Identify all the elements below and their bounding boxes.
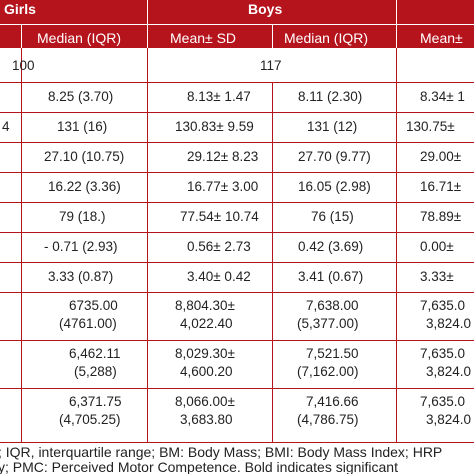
boys-mean-header: Mean± SD: [170, 30, 237, 46]
boys-mean-cell: 3,683.80: [180, 412, 233, 427]
table-footnote: ; IQR, interquartile range; BM: Body Mas…: [0, 444, 443, 460]
boys-mean-cell: 8,804.30±: [175, 298, 235, 313]
boys-mean-cell: 8,066.00±: [175, 394, 235, 409]
partial-cell: 7,635.0: [420, 298, 466, 313]
header-divider: [147, 0, 148, 48]
boys-median-cell: 27.70 (9.77): [298, 149, 371, 164]
row-divider: [0, 232, 474, 233]
table-footnote: y; PMC: Perceived Motor Competence. Bold…: [0, 459, 398, 474]
boys-median-cell: (5,377.00): [297, 316, 359, 331]
partial-cell: 3.33±: [420, 269, 454, 284]
header-divider: [396, 0, 397, 48]
boys-median-cell: 7,638.00: [306, 298, 359, 313]
partial-cell: 29.00±: [420, 149, 462, 164]
girls-median-cell: 27.10 (10.75): [44, 149, 125, 164]
row-divider: [0, 292, 474, 293]
row-divider: [0, 142, 474, 143]
row-divider: [0, 82, 474, 83]
boys-median-cell: (4,786.75): [297, 412, 359, 427]
boys-mean-cell: 0.56± 2.73: [187, 239, 251, 254]
boys-mean-cell: 77.54± 10.74: [180, 209, 259, 224]
row-label-fragment: 4: [2, 119, 10, 134]
girls-median-cell: 8.25 (3.70): [48, 89, 114, 104]
girls-median-cell: (4,705.25): [59, 412, 121, 427]
partial-mean-header: Mean±: [420, 30, 463, 46]
boys-median-cell: 0.42 (3.69): [298, 239, 364, 254]
header-divider: [21, 24, 22, 48]
boys-median-cell: 7,416.66: [306, 394, 359, 409]
partial-cell: 7,635.0: [420, 394, 466, 409]
girls-median-cell: 6,371.75: [69, 394, 122, 409]
boys-median-cell: 7,521.50: [306, 346, 359, 361]
row-divider: [0, 202, 474, 203]
girls-median-cell: (5,288): [74, 364, 117, 379]
partial-cell: 7,635.0: [420, 346, 466, 361]
girls-count: 100: [12, 58, 35, 73]
boys-median-cell: 131 (12): [307, 119, 358, 134]
girls-median-cell: 16.22 (3.36): [48, 179, 121, 194]
girls-median-cell: 3.33 (0.87): [48, 269, 114, 284]
boys-group-label: Boys: [248, 1, 283, 17]
column-divider: [396, 48, 397, 442]
boys-mean-cell: 4,600.20: [180, 364, 233, 379]
boys-mean-cell: 8.13± 1.47: [187, 89, 251, 104]
partial-cell: 3,824.0: [426, 364, 472, 379]
boys-mean-cell: 16.77± 3.00: [187, 179, 259, 194]
partial-cell: 130.75±: [406, 119, 455, 134]
row-divider: [0, 262, 474, 263]
boys-median-cell: (7,162.00): [297, 364, 359, 379]
boys-median-cell: 76 (15): [311, 209, 354, 224]
girls-median-cell: 6,462.11: [69, 346, 121, 361]
partial-cell: 78.89±: [420, 209, 462, 224]
partial-cell: 16.71±: [420, 179, 462, 194]
row-divider: [0, 442, 474, 443]
boys-mean-cell: 130.83± 9.59: [175, 119, 254, 134]
row-divider: [0, 340, 474, 341]
boys-median-cell: 3.41 (0.67): [298, 269, 364, 284]
girls-median-cell: 131 (16): [57, 119, 108, 134]
girls-median-cell: 6735.00: [69, 298, 118, 313]
boys-median-cell: 8.11 (2.30): [298, 89, 363, 104]
girls-group-label: Girls: [4, 1, 36, 17]
row-divider: [0, 388, 474, 389]
boys-mean-cell: 4,022.40: [180, 316, 233, 331]
column-divider: [147, 48, 148, 442]
partial-cell: 8.34± 1: [420, 89, 465, 104]
boys-median-cell: 16.05 (2.98): [298, 179, 371, 194]
partial-cell: 0.00±: [420, 239, 454, 254]
boys-count: 117: [260, 58, 282, 73]
boys-mean-cell: 8,029.30±: [175, 346, 235, 361]
boys-median-header: Median (IQR): [284, 30, 369, 46]
girls-median-cell: (4761.00): [59, 316, 117, 331]
boys-mean-cell: 29.12± 8.23: [187, 149, 259, 164]
row-divider: [0, 172, 474, 173]
girls-median-cell: 79 (18.): [59, 209, 106, 224]
boys-mean-cell: 3.40± 0.42: [187, 269, 251, 284]
header-divider: [272, 24, 273, 48]
column-divider: [21, 48, 22, 442]
girls-median-header: Median (IQR): [37, 30, 122, 46]
girls-median-cell: - 0.71 (2.93): [44, 239, 118, 254]
partial-cell: 3,824.0: [426, 316, 472, 331]
row-divider: [0, 112, 474, 113]
partial-cell: 3,824.0: [426, 412, 472, 427]
header-divider: [0, 24, 474, 25]
